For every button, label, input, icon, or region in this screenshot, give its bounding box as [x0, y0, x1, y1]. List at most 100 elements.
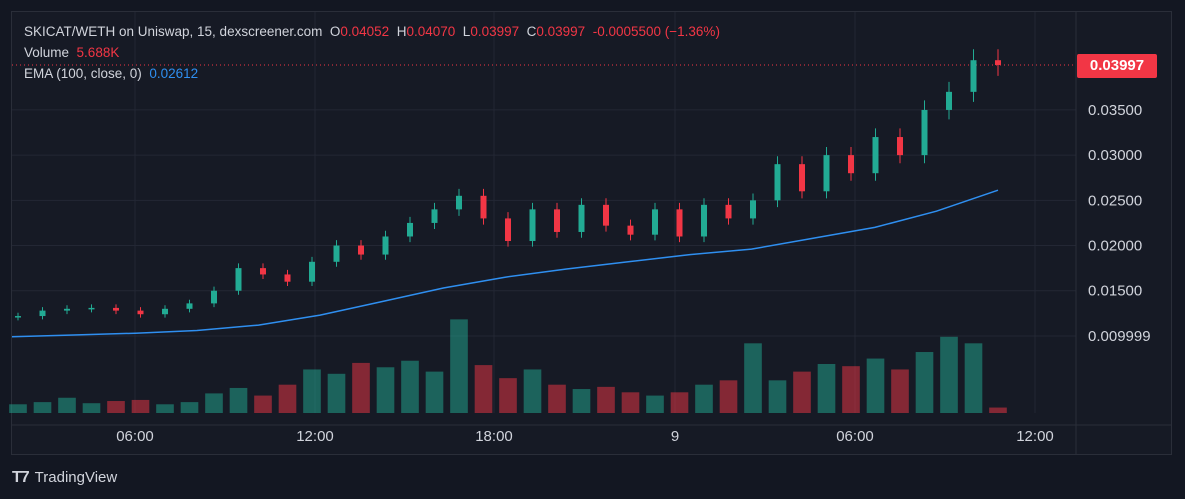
candle-body: [970, 60, 977, 92]
volume-bar: [107, 401, 125, 413]
legend-volume: Volume 5.688K: [24, 45, 119, 60]
x-tick-label: 06:00: [116, 428, 154, 445]
ema-label: EMA (100, close, 0): [24, 66, 142, 81]
candle-body: [848, 155, 854, 174]
y-tick-label: 0.009999: [1088, 328, 1151, 345]
volume-bar: [621, 392, 640, 413]
candle-body: [701, 204, 707, 237]
volume-bar: [254, 395, 272, 413]
volume-bar: [572, 389, 591, 413]
volume-bar: [352, 362, 370, 413]
x-tick-label: 12:00: [1016, 428, 1054, 445]
y-tick-label: 0.03500: [1088, 102, 1142, 119]
volume-bar: [646, 395, 664, 413]
candle-body: [358, 245, 364, 255]
volume-bar: [180, 402, 199, 413]
candle-body: [995, 60, 1001, 65]
ema-value: 0.02612: [149, 66, 199, 81]
candle-body: [554, 209, 560, 232]
volume-bar: [744, 343, 762, 413]
change-value: -0.0005500 (−1.36%): [592, 24, 720, 39]
candle-body: [186, 303, 193, 309]
candle-body: [799, 164, 805, 192]
volume-bar: [474, 365, 493, 413]
candle-body: [162, 308, 168, 315]
volume-value: 5.688K: [76, 45, 120, 60]
ema-line: [11, 189, 999, 338]
y-tick-label: 0.03000: [1088, 147, 1142, 164]
volume-bar: [670, 392, 689, 413]
candle-body: [15, 316, 21, 318]
legend-ema: EMA (100, close, 0) 0.02612: [24, 66, 198, 81]
candle-body: [725, 204, 732, 219]
volume-bar: [376, 367, 395, 413]
volume-bar: [499, 378, 517, 413]
volume-bar: [817, 364, 836, 413]
volume-bar: [9, 404, 27, 413]
candle-body: [309, 261, 315, 282]
legend-ohlc: SKICAT/WETH on Uniswap, 15, dexscreener.…: [24, 24, 720, 39]
x-tick-label: 18:00: [475, 428, 513, 445]
volume-bar: [866, 358, 885, 413]
candle-body: [235, 268, 242, 291]
open-label: O: [329, 24, 341, 39]
candle-body: [627, 225, 634, 235]
candle-body: [64, 308, 70, 311]
brand-name: TradingView: [34, 469, 118, 486]
candle-body: [211, 290, 217, 304]
volume-bar: [915, 352, 934, 413]
x-tick-label: 12:00: [296, 428, 334, 445]
open-value: 0.04052: [340, 24, 390, 39]
volume-bar: [768, 380, 787, 413]
candle-body: [480, 195, 487, 219]
candle-body: [333, 245, 340, 262]
candle-body: [872, 137, 879, 174]
candle-body: [946, 91, 952, 110]
x-tick-label: 06:00: [836, 428, 874, 445]
candle-body: [88, 307, 95, 310]
volume-bar: [964, 343, 983, 413]
symbol-title: SKICAT/WETH on Uniswap, 15, dexscreener.…: [24, 24, 323, 39]
volume-bar: [401, 360, 419, 413]
volume-bar: [327, 373, 346, 413]
volume-bar: [33, 402, 52, 413]
volume-label: Volume: [24, 45, 70, 60]
candle-body: [750, 200, 756, 219]
candle-body: [284, 274, 291, 282]
volume-bar: [989, 407, 1007, 413]
candle-body: [603, 204, 609, 226]
high-label: H: [396, 24, 407, 39]
candle-body: [774, 164, 781, 201]
candle-body: [652, 209, 658, 235]
tradingview-brand[interactable]: T7 TradingView: [12, 469, 117, 487]
volume-bar: [842, 366, 860, 413]
volume-bar: [450, 319, 468, 413]
candle-body: [260, 268, 266, 275]
volume-bar: [425, 371, 444, 413]
candle-body: [578, 204, 585, 232]
volume-bar: [719, 380, 738, 413]
high-value: 0.04070: [406, 24, 456, 39]
volume-bar: [523, 369, 542, 413]
candle-body: [39, 310, 46, 317]
volume-bar: [548, 384, 566, 413]
candle-body: [676, 209, 683, 237]
low-value: 0.03997: [470, 24, 520, 39]
y-tick-label: 0.01500: [1088, 283, 1142, 300]
candle-body: [113, 307, 119, 311]
volume-bar: [278, 384, 297, 413]
close-label: C: [526, 24, 537, 39]
volume-bar: [229, 387, 248, 413]
volume-bar: [131, 399, 150, 413]
candle-body: [137, 310, 144, 315]
candle-body: [823, 155, 830, 192]
candle-body: [529, 209, 536, 242]
volume-bar: [597, 386, 615, 413]
x-tick-label: 9: [671, 428, 679, 445]
volume-bar: [695, 384, 713, 413]
y-tick-label: 0.02000: [1088, 238, 1142, 255]
last-price-tag: 0.03997: [1077, 54, 1157, 78]
volume-bar: [793, 371, 811, 413]
candle-body: [897, 137, 903, 156]
